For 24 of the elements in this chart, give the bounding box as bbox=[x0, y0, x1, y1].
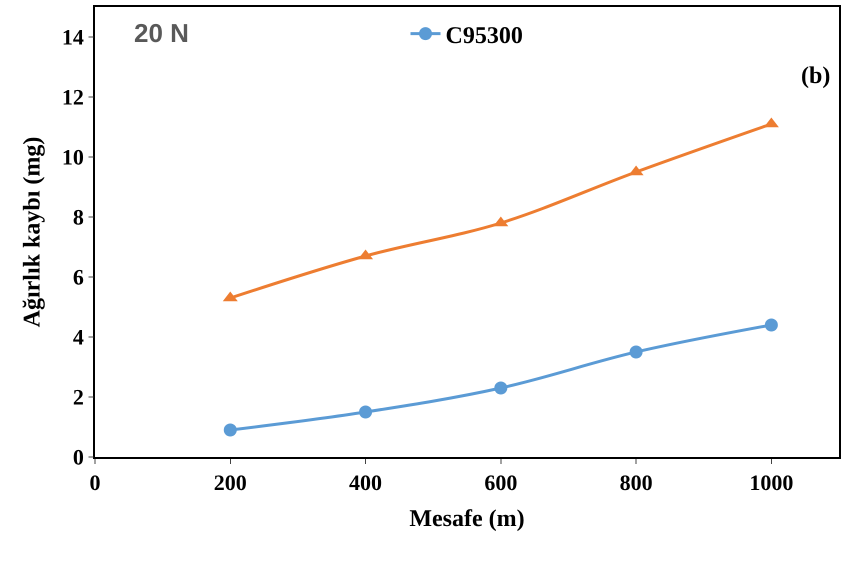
x-tick-label: 600 bbox=[484, 470, 518, 496]
y-tick-label: 12 bbox=[62, 84, 84, 110]
point bbox=[494, 382, 508, 394]
point bbox=[630, 346, 643, 358]
y-tick-label: 4 bbox=[72, 324, 84, 350]
x-axis-title: Mesafe (m) bbox=[409, 506, 525, 532]
y-tick-label: 14 bbox=[62, 24, 84, 50]
annotation: 20 N bbox=[134, 18, 189, 48]
y-tick-label: 8 bbox=[72, 204, 84, 230]
y-tick-label: 10 bbox=[62, 144, 84, 170]
x-tick-label: 0 bbox=[90, 470, 100, 496]
point bbox=[359, 406, 372, 418]
point bbox=[764, 318, 778, 332]
y-axis-title: Ağırlık kaybı (mg) bbox=[19, 136, 46, 328]
annotation: (b) bbox=[801, 63, 830, 89]
y-tick-label: 6 bbox=[72, 264, 84, 290]
x-tick-label: 200 bbox=[214, 470, 247, 496]
legend-label: C95300 bbox=[446, 22, 523, 49]
x-tick-label: 400 bbox=[349, 470, 382, 496]
x-tick-label: 800 bbox=[620, 470, 653, 496]
point bbox=[224, 424, 237, 436]
y-tick-label: 0 bbox=[72, 444, 84, 470]
x-tick-label: 1000 bbox=[749, 470, 794, 496]
y-tick-label: 2 bbox=[72, 384, 84, 410]
